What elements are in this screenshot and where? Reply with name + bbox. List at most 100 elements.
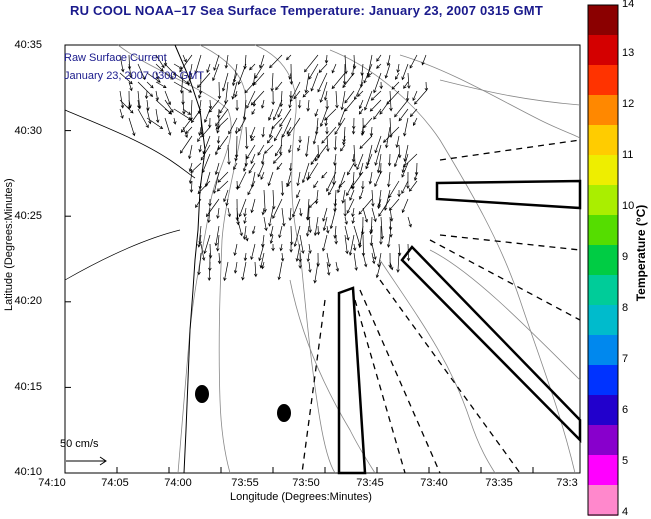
- colorbar: [588, 5, 618, 516]
- current-vector: [413, 171, 418, 182]
- current-vector: [387, 153, 392, 167]
- current-vector: [179, 72, 184, 94]
- current-vector: [288, 162, 293, 172]
- current-vector: [374, 135, 382, 154]
- current-vector: [401, 198, 409, 214]
- y-tick-label: 40:15: [14, 381, 42, 393]
- current-vector: [369, 126, 374, 137]
- current-vector: [395, 135, 400, 149]
- current-vector: [379, 225, 383, 245]
- current-vector: [329, 207, 337, 230]
- current-vector: [308, 261, 312, 273]
- current-vector: [398, 108, 409, 122]
- current-vector: [285, 54, 292, 61]
- current-vector: [373, 72, 382, 94]
- current-vector: [244, 153, 248, 167]
- current-vector: [401, 63, 409, 81]
- current-vector: [200, 144, 211, 161]
- current-vector: [393, 153, 400, 168]
- current-vector: [173, 81, 193, 93]
- current-vector: [214, 225, 220, 247]
- current-vector: [359, 135, 373, 150]
- current-vector: [313, 261, 319, 284]
- current-vector: [266, 135, 274, 144]
- current-vector: [346, 180, 355, 197]
- inland-boundary: [64, 229, 181, 281]
- current-vector: [351, 216, 355, 225]
- current-vector: [164, 63, 177, 77]
- current-vector: [406, 243, 411, 262]
- current-vector: [212, 63, 220, 82]
- current-vector: [219, 99, 229, 114]
- current-vector: [292, 198, 301, 218]
- current-vector: [208, 99, 213, 110]
- current-vector: [119, 54, 125, 73]
- current-vector: [342, 72, 355, 89]
- current-vector: [231, 81, 238, 100]
- current-vector: [335, 90, 339, 109]
- current-vector: [227, 207, 232, 218]
- current-vector: [272, 198, 283, 219]
- legend-title: Raw Surface Current: [64, 52, 167, 64]
- current-vector: [366, 72, 373, 78]
- colorbar-tick: 10: [622, 200, 635, 212]
- colorbar-band: [588, 455, 618, 486]
- current-vector: [288, 207, 292, 222]
- current-vector: [288, 72, 292, 80]
- current-vector: [296, 189, 301, 199]
- colorbar-tick: 6: [622, 404, 629, 416]
- current-vector: [203, 234, 211, 255]
- current-vector: [363, 63, 373, 84]
- current-vector: [389, 261, 394, 271]
- current-vector: [137, 99, 141, 109]
- map-title: RU COOL NOAA–17 Sea Surface Temperature:…: [70, 3, 543, 18]
- current-vector: [268, 126, 274, 139]
- colorbar-band: [588, 245, 618, 276]
- current-vector: [298, 252, 302, 263]
- current-vector: [319, 108, 328, 127]
- current-vector: [334, 234, 338, 245]
- current-vector: [278, 135, 283, 156]
- current-vector: [334, 117, 346, 135]
- colorbar-tick: 12: [622, 98, 635, 110]
- current-vector: [182, 108, 192, 115]
- current-vector: [217, 171, 229, 183]
- x-axis-label: Longitude (Degrees:Minutes): [230, 491, 372, 503]
- current-vector: [401, 180, 409, 195]
- current-vector: [216, 234, 220, 252]
- x-tick-label: 73:3: [556, 477, 578, 489]
- current-vector: [155, 81, 167, 88]
- current-vector: [361, 180, 365, 190]
- colorbar-label: Temperature (°C): [634, 204, 648, 302]
- current-vector: [398, 144, 402, 159]
- current-vector: [374, 144, 382, 166]
- current-vector: [369, 234, 374, 247]
- current-vector: [228, 117, 238, 135]
- current-vector: [322, 216, 328, 232]
- current-vector: [407, 216, 412, 228]
- current-vector: [401, 153, 409, 174]
- current-vector: [289, 63, 294, 85]
- current-vector: [195, 198, 202, 209]
- current-vector: [146, 72, 161, 83]
- current-vector: [198, 90, 202, 99]
- current-vector: [197, 252, 202, 276]
- current-vector: [408, 180, 418, 192]
- current-vectors: [119, 54, 429, 284]
- current-vector: [322, 207, 328, 222]
- current-vector: [144, 90, 149, 100]
- current-vector: [216, 207, 220, 219]
- current-vector: [351, 207, 355, 218]
- current-vector: [204, 171, 211, 188]
- radar-station: [277, 404, 291, 422]
- current-vector: [279, 108, 292, 128]
- current-vector: [235, 180, 240, 191]
- current-vector: [280, 252, 285, 262]
- current-vector: [164, 108, 172, 114]
- current-vector: [373, 108, 382, 120]
- y-tick-label: 40:30: [14, 125, 42, 137]
- current-vector: [182, 54, 187, 63]
- current-vector: [259, 252, 265, 269]
- current-vector: [188, 72, 193, 81]
- current-vector: [119, 72, 133, 85]
